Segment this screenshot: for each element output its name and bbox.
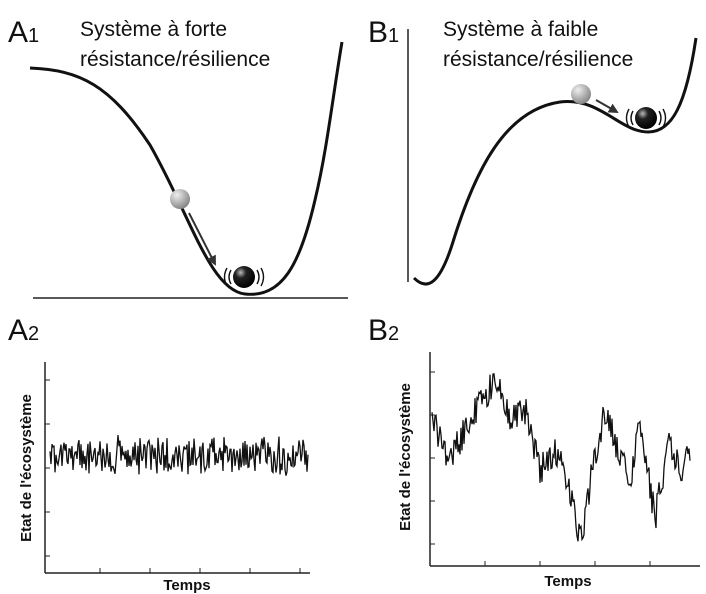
panel-a2-ticks [45,379,301,573]
panel-b1: B1 Système à faible résistance/résilienc… [368,16,698,286]
panel-a1-black-ball [233,266,255,288]
panel-b1-caption-line1: Système à faible [443,18,598,41]
panel-b2-letter: B [368,314,388,347]
panel-a1-caption-line2: résistance/résilience [80,48,270,71]
panel-b2-time-series [431,373,691,542]
panel-a2-ylabel: Etat de l'écosystème [18,394,35,542]
panel-a1-arrow [188,212,216,266]
panel-b1-caption-line2: résistance/résilience [443,48,633,71]
panel-a1-sub: 1 [28,25,39,47]
svg-text:B2: B2 [368,314,399,347]
panel-a1-caption-line1: Système à forte [80,18,227,41]
panel-a2-xlabel: Temps [163,577,210,594]
panel-b1-sub: 1 [388,25,399,47]
svg-text:A1: A1 [8,16,39,49]
panel-b1-arrow [595,99,619,113]
svg-text:B1: B1 [368,16,399,49]
panel-a1: A1 Système à forte résistance/résilience [8,16,348,299]
panel-b2-ylabel: Etat de l'écosystème [397,383,414,531]
panel-a1-letter: A [8,16,28,49]
panel-a1-vibration-marks [223,267,265,287]
panel-b1-landscape-curve [412,37,698,286]
panel-b2-xlabel: Temps [544,573,591,590]
panel-b2-sub: 2 [388,323,399,345]
panel-a1-gray-ball [170,189,190,209]
panel-a1-valley-curve [29,41,344,296]
panel-a2-sub: 2 [28,323,39,345]
panel-b1-vibration-marks [625,108,667,128]
panel-a2-time-series [49,434,309,476]
panel-b1-letter: B [368,16,388,49]
panel-b1-gray-ball [571,84,591,104]
svg-text:A2: A2 [8,314,39,347]
panel-b1-black-ball [635,107,657,129]
panel-a2-letter: A [8,314,28,347]
panel-b2: B2 Etat de l'écosystème Temps [368,314,700,590]
panel-a2: A2 Etat de l'écosystème Temps [8,314,310,594]
